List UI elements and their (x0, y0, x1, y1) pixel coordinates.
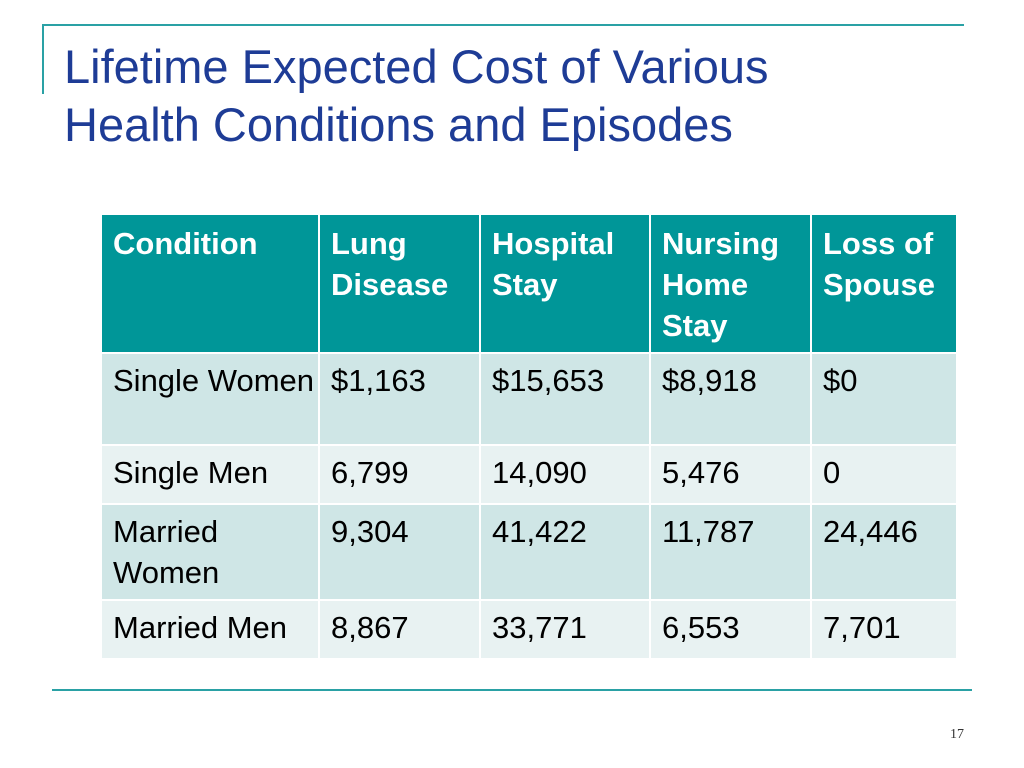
slide-title-line-2: Health Conditions and Episodes (64, 98, 733, 151)
table-row-single-women: Single Women $1,163 $15,653 $8,918 $0 (100, 352, 958, 446)
loss-of-spouse-cell: $0 (810, 352, 958, 446)
header-hospital-stay: Hospital Stay (479, 213, 651, 354)
header-nursing-home-stay: Nursing Home Stay (649, 213, 812, 354)
nursing-home-stay-cell: 6,553 (649, 599, 812, 660)
lung-disease-cell: 8,867 (318, 599, 481, 660)
bottom-accent-rule (52, 689, 972, 691)
hospital-stay-cell: $15,653 (479, 352, 651, 446)
lung-disease-cell: 9,304 (318, 503, 481, 601)
left-accent-rule (42, 24, 44, 94)
row-label-cell: Single Men (100, 444, 320, 505)
lung-disease-cell: $1,163 (318, 352, 481, 446)
top-accent-rule (42, 24, 964, 26)
nursing-home-stay-cell: 5,476 (649, 444, 812, 505)
slide-title-line-1: Lifetime Expected Cost of Various (64, 40, 769, 93)
header-lung-disease: Lung Disease (318, 213, 481, 354)
page-number: 17 (950, 727, 964, 742)
table-row-married-men: Married Men 8,867 33,771 6,553 7,701 (100, 599, 958, 660)
nursing-home-stay-cell: 11,787 (649, 503, 812, 601)
hospital-stay-cell: 41,422 (479, 503, 651, 601)
row-label-cell: Married Men (100, 599, 320, 660)
loss-of-spouse-cell: 0 (810, 444, 958, 505)
nursing-home-stay-cell: $8,918 (649, 352, 812, 446)
header-condition: Condition (100, 213, 320, 354)
lung-disease-cell: 6,799 (318, 444, 481, 505)
hospital-stay-cell: 33,771 (479, 599, 651, 660)
header-loss-of-spouse: Loss of Spouse (810, 213, 958, 354)
table-header-row: Condition Lung Disease Hospital Stay Nur… (100, 213, 958, 354)
loss-of-spouse-cell: 7,701 (810, 599, 958, 660)
row-label-cell: Single Women (100, 352, 320, 446)
hospital-stay-cell: 14,090 (479, 444, 651, 505)
row-label-cell: Married Women (100, 503, 320, 601)
table-row-single-men: Single Men 6,799 14,090 5,476 0 (100, 444, 958, 505)
table-row-married-women: Married Women 9,304 41,422 11,787 24,446 (100, 503, 958, 601)
slide-title: Lifetime Expected Cost of Various Health… (64, 38, 964, 154)
cost-table: Condition Lung Disease Hospital Stay Nur… (100, 213, 958, 660)
loss-of-spouse-cell: 24,446 (810, 503, 958, 601)
